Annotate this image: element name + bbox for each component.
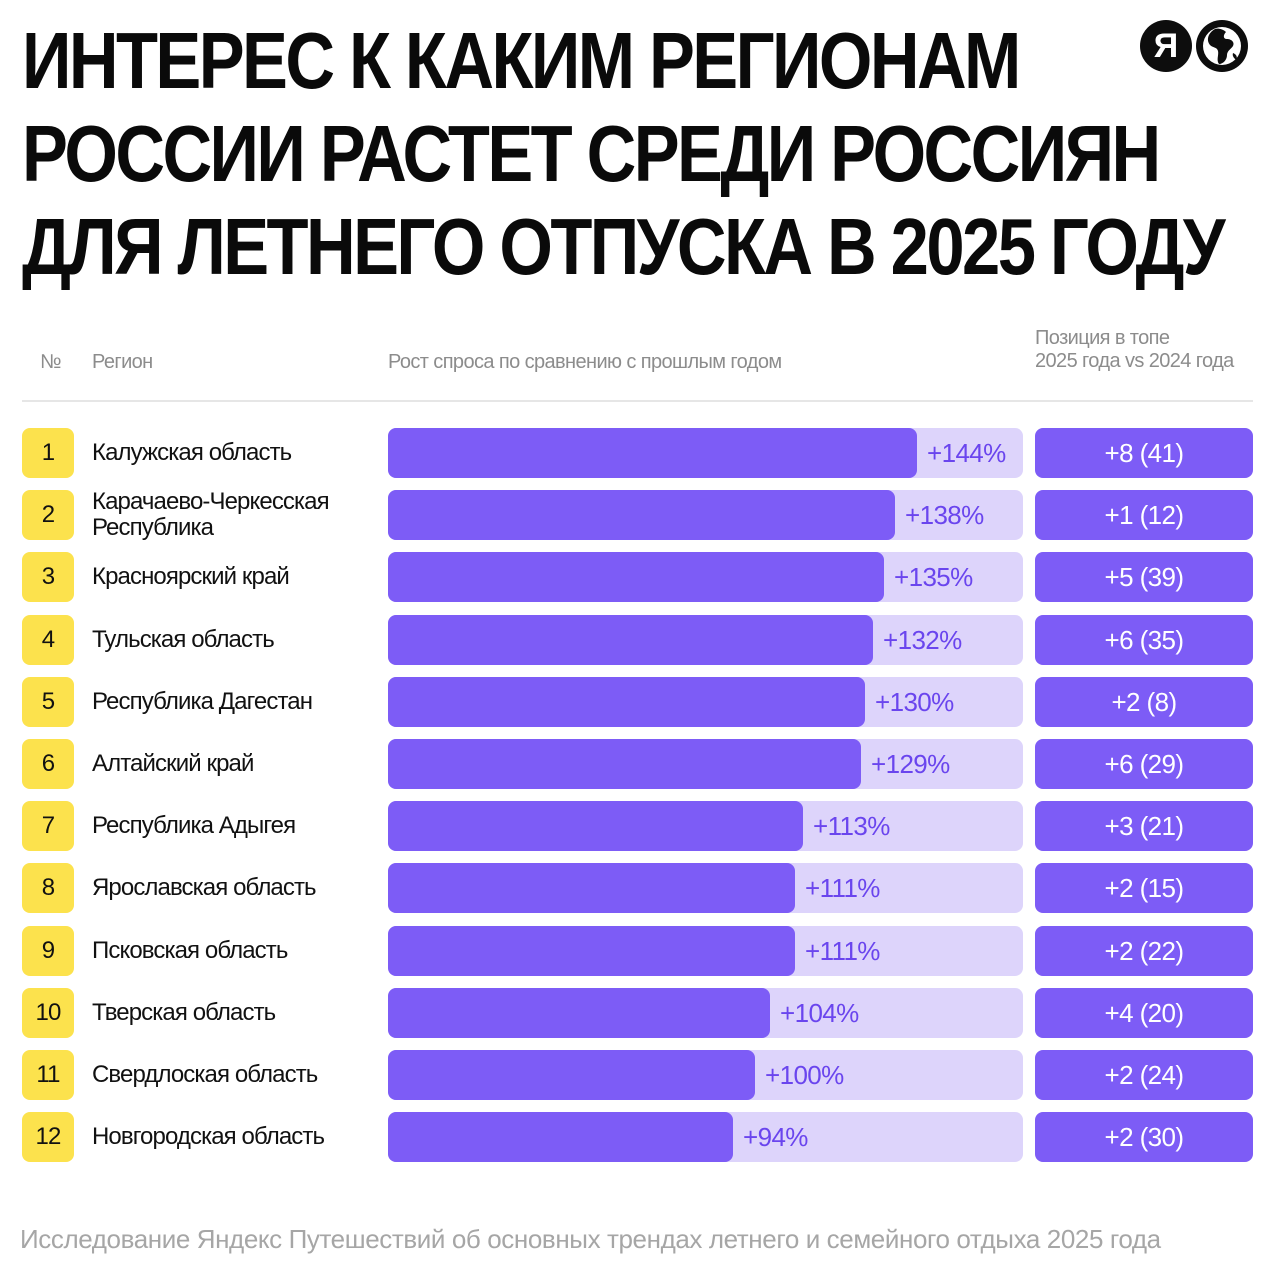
position-change-badge: +6 (35) (1035, 614, 1253, 665)
position-change-badge: +3 (21) (1035, 801, 1253, 852)
region-name: Калужская область (92, 439, 292, 466)
region-name: Красноярский край (92, 563, 290, 591)
bar-track: +132% (388, 614, 1023, 665)
yandex-logo-icon: Я (1140, 20, 1192, 72)
bar-fill (388, 987, 770, 1038)
bar-track: +94% (388, 1112, 1023, 1163)
title-line-1: ИНТЕРЕС К КАКИМ РЕГИОНАМ (22, 16, 1021, 105)
region-name: Ярославская область (92, 874, 317, 902)
table-row: 4 Тульская область +132% +6 (35) (0, 614, 1280, 665)
brand-logos: Я (1140, 20, 1248, 72)
bar-fill (388, 1112, 733, 1163)
bar-fill (388, 925, 795, 976)
rank-badge: 11 (22, 1050, 74, 1100)
rank-badge: 4 (22, 614, 74, 665)
bar-track: +111% (388, 863, 1023, 914)
bar-fill (388, 490, 895, 541)
title-line-2: РОССИИ РАСТЕТ СРЕДИ РОССИЯН (22, 109, 1161, 198)
region-name: Алтайский край (92, 750, 254, 777)
bar-track: +111% (388, 925, 1023, 976)
bar-track: +138% (388, 490, 1023, 541)
page-title: ИНТЕРЕС К КАКИМ РЕГИОНАМ РОССИИ РАСТЕТ С… (22, 14, 1226, 293)
bar-value-label: +104% (780, 997, 859, 1028)
bar-value-label: +144% (927, 438, 1006, 468)
bar-value-label: +111% (805, 935, 880, 966)
table-row: 3 Красноярский край +135% +5 (39) (0, 552, 1280, 603)
globe-icon (1196, 20, 1248, 72)
column-header-position-line2: 2025 года vs 2024 года (1035, 350, 1234, 372)
position-change-badge: +4 (20) (1035, 987, 1253, 1038)
rank-badge: 9 (22, 925, 74, 976)
position-change-badge: +5 (39) (1035, 552, 1253, 603)
bar-fill (388, 739, 861, 789)
position-change-badge: +2 (15) (1035, 863, 1253, 914)
bar-track: +144% (388, 428, 1023, 478)
bar-value-label: +138% (905, 500, 984, 531)
table-row: 7 Республика Адыгея +113% +3 (21) (0, 801, 1280, 852)
region-name: Тульская область (92, 625, 275, 653)
position-change-badge: +8 (41) (1035, 428, 1253, 478)
bar-value-label: +113% (813, 811, 890, 842)
rank-badge: 3 (22, 552, 74, 603)
rank-badge: 6 (22, 739, 74, 789)
column-header-position: Позиция в топе 2025 года vs 2024 года (1035, 327, 1234, 373)
source-footer: Исследование Яндекс Путешествий об основ… (20, 1224, 1161, 1254)
position-change-badge: +2 (30) (1035, 1112, 1253, 1163)
bar-fill (388, 676, 865, 727)
table-row: 9 Псковская область +111% +2 (22) (0, 925, 1280, 976)
bar-track: +113% (388, 801, 1023, 852)
column-header-growth: Рост спроса по сравнению с прошлым годом (388, 351, 782, 373)
rank-badge: 8 (22, 863, 74, 914)
region-name: Свердлоская область (92, 1061, 318, 1088)
rank-badge: 12 (22, 1112, 74, 1163)
position-change-badge: +1 (12) (1035, 490, 1253, 541)
bar-track: +135% (388, 552, 1023, 603)
bar-track: +129% (388, 739, 1023, 789)
table-row: 11 Свердлоская область +100% +2 (24) (0, 1050, 1280, 1100)
bar-value-label: +135% (894, 562, 973, 593)
region-name: Новгородская область (92, 1123, 325, 1151)
bar-value-label: +111% (805, 873, 880, 904)
title-line-3: ДЛЯ ЛЕТНЕГО ОТПУСКА В 2025 ГОДУ (22, 202, 1226, 291)
rank-badge: 7 (22, 801, 74, 852)
bar-track: +130% (388, 676, 1023, 727)
region-name: Республика Дагестан (92, 687, 313, 715)
table-row: 6 Алтайский край +129% +6 (29) (0, 739, 1280, 789)
column-header-number: № (40, 351, 61, 373)
table-row: 5 Республика Дагестан +130% +2 (8) (0, 676, 1280, 727)
table-row: 10 Тверская область +104% +4 (20) (0, 987, 1280, 1038)
bar-fill (388, 552, 884, 603)
bar-value-label: +132% (883, 624, 962, 655)
bar-fill (388, 1050, 755, 1100)
rank-badge: 2 (22, 490, 74, 541)
bar-fill (388, 614, 873, 665)
bar-track: +100% (388, 1050, 1023, 1100)
rank-badge: 10 (22, 987, 74, 1038)
table-row: 2 Карачаево-Черкесская Республика +138% +1 … (0, 488, 1280, 542)
bar-fill (388, 801, 803, 852)
region-name: Карачаево-Черкесская Республика (92, 488, 330, 542)
bar-track: +104% (388, 987, 1023, 1038)
table-row: 12 Новгородская область +94% +2 (30) (0, 1112, 1280, 1163)
region-name: Тверская область (92, 998, 276, 1026)
bar-fill (388, 863, 795, 914)
rank-badge: 5 (22, 676, 74, 727)
position-change-badge: +2 (8) (1035, 676, 1253, 727)
table-row: 8 Ярославская область +111% +2 (15) (0, 863, 1280, 914)
position-change-badge: +2 (24) (1035, 1050, 1253, 1100)
rank-badge: 1 (22, 428, 74, 478)
position-change-badge: +2 (22) (1035, 925, 1253, 976)
column-header-position-line1: Позиция в топе (1035, 327, 1170, 349)
bar-value-label: +94% (743, 1122, 808, 1153)
table-row: 1 Калужская область +144% +8 (41) (0, 428, 1280, 478)
region-name: Псковская область (92, 936, 288, 964)
bar-fill (388, 428, 917, 478)
position-change-badge: +6 (29) (1035, 739, 1253, 789)
bar-value-label: +100% (765, 1060, 844, 1090)
bar-value-label: +130% (875, 686, 954, 717)
header-divider (22, 400, 1253, 402)
bar-value-label: +129% (871, 749, 950, 779)
region-name: Республика Адыгея (92, 812, 296, 840)
column-header-region: Регион (92, 351, 153, 373)
